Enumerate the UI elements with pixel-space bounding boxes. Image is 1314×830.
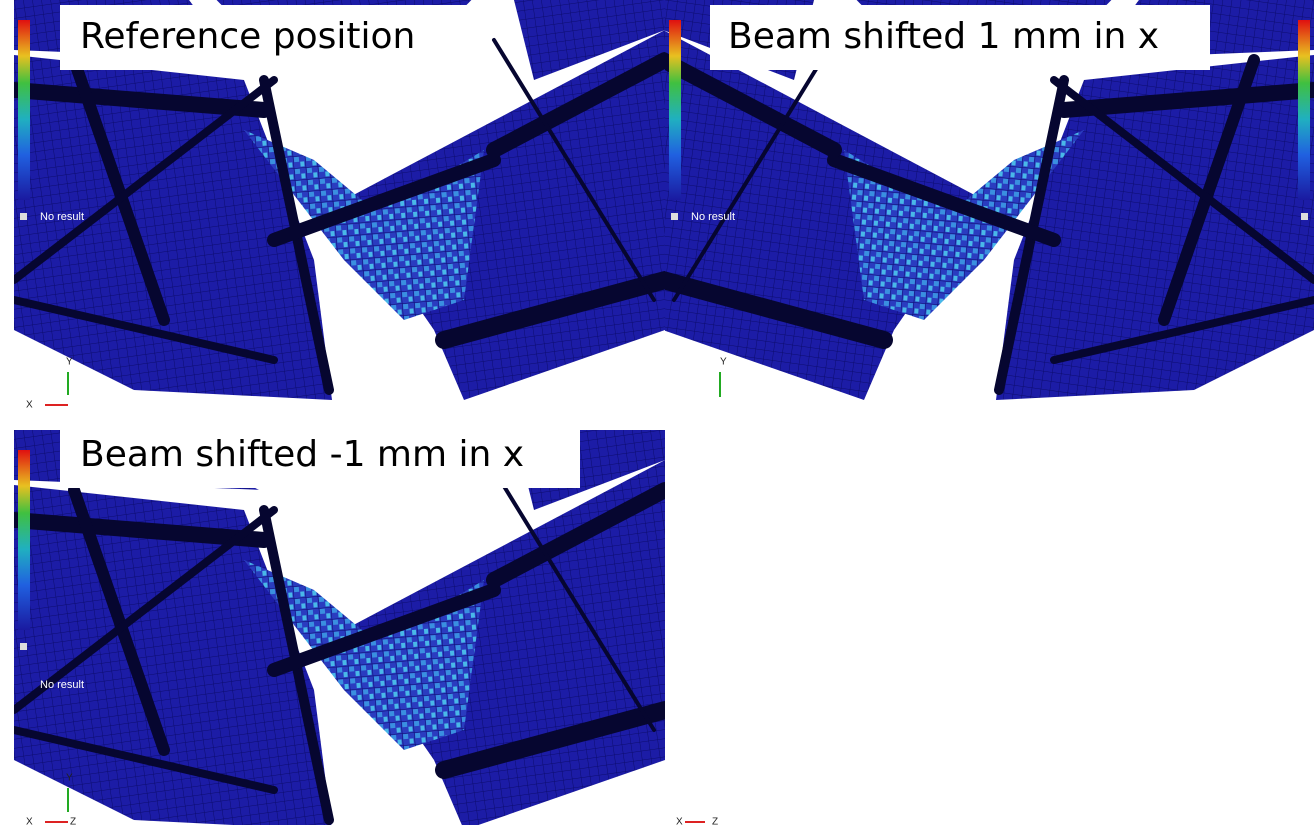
legend-label: No result bbox=[40, 679, 84, 691]
page: {"panels": [ {"caption": "Reference posi… bbox=[0, 0, 1314, 830]
axis-label: Z bbox=[712, 817, 718, 828]
axis-label: X bbox=[676, 817, 683, 828]
axis-label: Z bbox=[70, 817, 76, 828]
axis-label: Y bbox=[66, 357, 73, 368]
legend-label: No result bbox=[40, 211, 84, 223]
caption: Beam shifted 1 mm in x bbox=[728, 16, 1159, 57]
axis-label: Y bbox=[66, 773, 73, 784]
axis-label: X bbox=[26, 817, 33, 828]
caption: Beam shifted -1 mm in x bbox=[80, 434, 524, 475]
slide: No result No result No result Reference … bbox=[0, 0, 1314, 830]
legend-label: No result bbox=[691, 211, 735, 223]
axis-label: X bbox=[26, 400, 33, 411]
axis-label: Y bbox=[720, 357, 727, 368]
caption: Reference position bbox=[80, 16, 415, 57]
